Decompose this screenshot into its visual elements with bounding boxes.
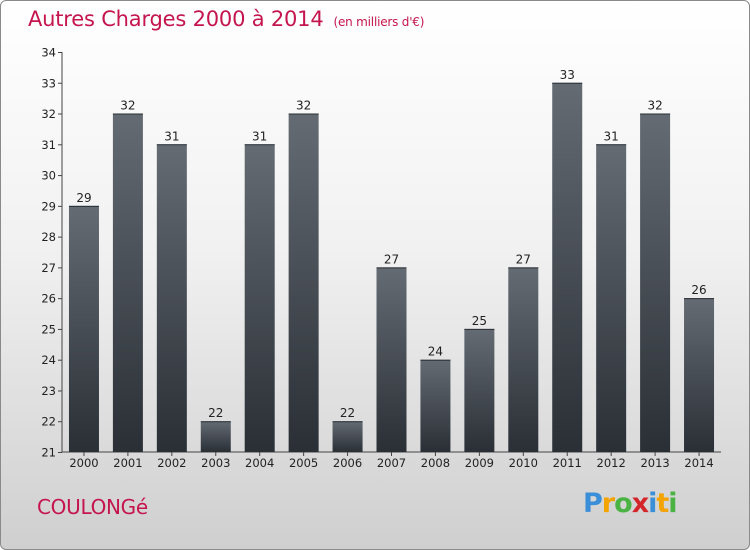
x-tick-label: 2008 [421,456,450,470]
x-tick-label: 2012 [597,456,626,470]
y-tick-label: 29 [41,199,56,213]
y-tick-label: 26 [41,292,56,306]
y-tick-label: 25 [41,322,56,336]
bar-2006 [332,421,363,452]
bar-2012 [596,144,627,453]
x-tick-label: 2014 [684,456,713,470]
bar-2000 [68,205,99,452]
bar-2007 [376,267,407,452]
y-tick-label: 28 [41,230,56,244]
bar-2014 [684,298,715,452]
bar-2003 [200,421,231,452]
y-tick-label: 30 [41,169,56,183]
bar-2002 [156,144,187,453]
bar-value-label: 24 [428,345,443,359]
commune-name: COULONGé [37,495,148,519]
bar-value-label: 32 [647,99,662,113]
x-tick-label: 2009 [465,456,494,470]
bar-2013 [640,113,671,453]
x-tick-label: 2003 [201,456,230,470]
logo-letter: i [668,488,677,519]
y-tick-label: 31 [41,138,56,152]
bar-2008 [420,359,451,452]
logo-letter: o [614,488,633,519]
bar-2010 [508,267,539,452]
y-tick-label: 24 [41,353,56,367]
chart-title: Autres Charges 2000 à 2014 (en milliers d… [28,7,424,31]
x-tick-label: 2004 [245,456,274,470]
bar-value-label: 26 [691,283,706,297]
bar-value-label: 31 [164,129,179,143]
chart-title-text: Autres Charges 2000 à 2014 [28,7,324,31]
x-tick-label: 2002 [157,456,186,470]
x-tick-label: 2013 [640,456,669,470]
x-tick-label: 2001 [113,456,142,470]
x-tick-label: 2006 [333,456,362,470]
y-tick-label: 22 [41,415,56,429]
x-tick-label: 2007 [377,456,406,470]
x-tick-label: 2010 [509,456,538,470]
y-tick-label: 21 [41,446,56,460]
y-tick-label: 23 [41,384,56,398]
logo-letter: r [601,488,615,519]
bar-2004 [244,144,275,453]
bar-value-label: 22 [208,406,223,420]
bar-value-label: 31 [252,129,267,143]
bar-value-label: 32 [296,99,311,113]
bar-value-label: 33 [560,68,575,82]
bar-value-label: 27 [516,252,531,266]
bar-value-label: 29 [76,191,91,205]
bar-2011 [552,82,583,453]
chart-subtitle: (en milliers d'€) [333,15,425,29]
logo-letter: P [583,488,603,519]
logo-letter: i [648,488,657,519]
logo-letter: x [631,488,649,519]
bar-value-label: 31 [604,129,619,143]
x-tick-label: 2011 [553,456,582,470]
bar-value-label: 22 [340,406,355,420]
x-tick-label: 2000 [69,456,98,470]
bar-2005 [288,113,319,453]
y-tick-label: 27 [41,261,56,275]
bar-value-label: 32 [120,99,135,113]
logo-letter: t [656,488,669,519]
y-tick-label: 32 [41,107,56,121]
bar-2001 [112,113,143,453]
y-tick-label: 34 [41,46,56,60]
x-tick-label: 2005 [289,456,318,470]
bar-value-label: 27 [384,252,399,266]
y-tick-label: 33 [41,76,56,90]
proxiti-logo: Proxiti [583,488,678,519]
bar-2009 [464,328,495,452]
bar-value-label: 25 [472,314,487,328]
